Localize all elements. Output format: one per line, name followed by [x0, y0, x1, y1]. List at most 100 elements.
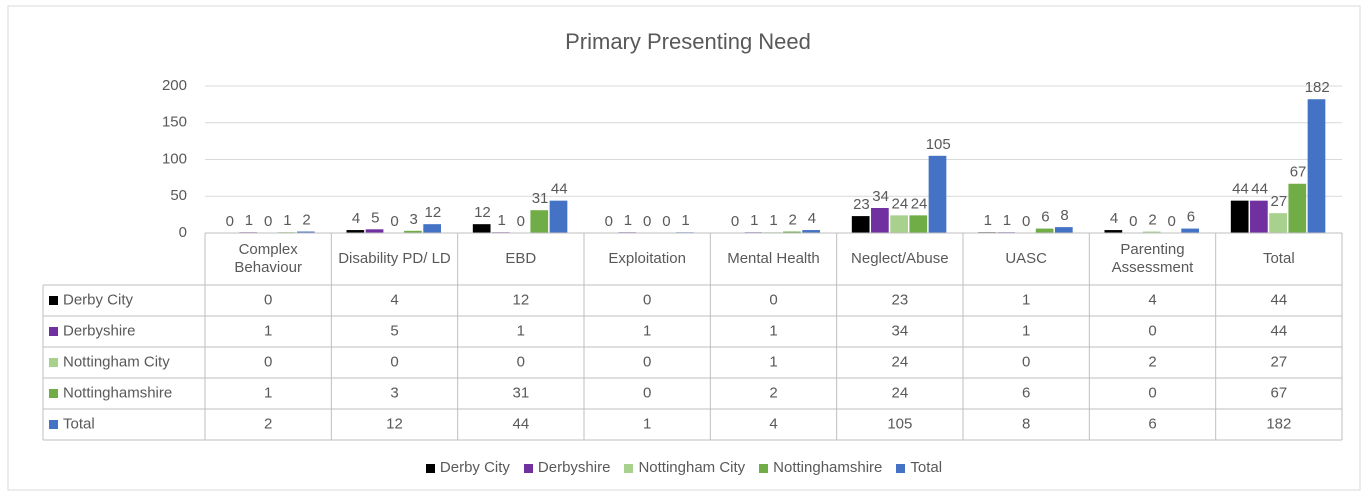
category-label: Exploitation — [608, 250, 686, 267]
legend-label: Derby City — [439, 459, 510, 476]
table-cell: 1 — [264, 384, 272, 401]
data-label: 0 — [731, 213, 739, 230]
data-label: 0 — [1129, 213, 1137, 230]
table-cell: 0 — [264, 353, 272, 370]
bar — [1250, 200, 1268, 233]
data-label: 0 — [643, 213, 651, 230]
table-cell: 27 — [1270, 353, 1287, 370]
table-cell: 12 — [386, 415, 403, 432]
data-label: 27 — [1270, 193, 1287, 210]
table-cell: 105 — [887, 415, 912, 432]
row-label: Nottingham City — [63, 353, 170, 370]
bar — [871, 208, 889, 233]
legend-label: Nottingham City — [638, 459, 746, 476]
bar — [472, 224, 491, 233]
table-cell: 6 — [1148, 415, 1156, 432]
table-cell: 182 — [1266, 415, 1291, 432]
table-cell: 34 — [891, 322, 908, 339]
table-cell: 2 — [264, 415, 272, 432]
bar — [890, 215, 908, 233]
legend-swatch — [425, 463, 435, 473]
table-cell: 0 — [390, 353, 398, 370]
data-label: 44 — [1251, 181, 1268, 198]
table-cell: 1 — [643, 322, 651, 339]
y-tick-label: 150 — [162, 114, 187, 131]
table-cell: 44 — [512, 415, 529, 432]
data-label: 12 — [474, 204, 491, 221]
bar — [1054, 227, 1073, 233]
data-label: 1 — [750, 212, 758, 229]
data-label: 6 — [1187, 209, 1195, 226]
bar — [1104, 230, 1123, 233]
table-cell: 1 — [643, 415, 651, 432]
data-label: 0 — [517, 213, 525, 230]
legend-item: Nottingham City — [624, 459, 745, 476]
data-label: 12 — [425, 204, 442, 221]
y-tick-label: 200 — [162, 77, 187, 94]
category-label: Neglect/Abuse — [851, 250, 949, 267]
category-label: Mental Health — [727, 250, 820, 267]
header-cell: UASC — [1005, 250, 1047, 267]
table-cell: 0 — [264, 291, 272, 308]
legend-label: Total — [910, 459, 943, 476]
data-label: 0 — [390, 213, 398, 230]
row-label: Total — [63, 415, 95, 432]
header-cell: EBD — [505, 250, 537, 267]
row-label: Nottinghamshire — [63, 384, 172, 401]
table-cell: 6 — [1022, 384, 1030, 401]
bar — [851, 216, 870, 233]
row-label: Derbyshire — [63, 322, 136, 339]
data-label: 34 — [872, 188, 889, 205]
table-cell: 4 — [1148, 291, 1156, 308]
category-label: Parenting Assessment — [1111, 241, 1194, 276]
y-tick-label: 0 — [179, 224, 187, 241]
category-label: UASC — [1005, 250, 1047, 267]
table-cell: 1 — [769, 353, 777, 370]
y-tick-label: 100 — [162, 150, 187, 167]
data-label: 5 — [371, 209, 379, 226]
table-cell: 1 — [1022, 322, 1030, 339]
row-key — [49, 358, 58, 367]
y-tick-label: 50 — [170, 187, 187, 204]
table-cell: 67 — [1270, 384, 1287, 401]
table-cell: 4 — [769, 415, 777, 432]
table-cell: 2 — [1148, 353, 1156, 370]
bar — [1307, 99, 1326, 233]
table-cell: 1 — [517, 322, 525, 339]
data-label: 182 — [1305, 79, 1330, 96]
data-label: 6 — [1041, 209, 1049, 226]
bar — [404, 230, 422, 233]
table-cell: 12 — [512, 291, 529, 308]
row-label: Derby City — [63, 291, 134, 308]
data-label: 23 — [853, 196, 870, 213]
row-key — [49, 296, 58, 305]
legend-swatch — [896, 463, 906, 473]
bar — [1035, 228, 1054, 233]
bar — [783, 231, 801, 233]
legend-item: Total — [896, 459, 942, 476]
bar — [1269, 213, 1287, 233]
data-label: 8 — [1060, 207, 1068, 224]
category-label: EBD — [505, 250, 537, 267]
data-label: 0 — [605, 213, 613, 230]
legend-label: Derbyshire — [537, 459, 611, 476]
bar — [549, 200, 568, 233]
category-label: Disability PD/ LD — [338, 250, 451, 267]
header-cell: Total — [1263, 250, 1295, 267]
row-key — [49, 389, 58, 398]
data-label: 1 — [624, 212, 632, 229]
data-label: 0 — [1022, 213, 1030, 230]
data-label: 0 — [1168, 213, 1176, 230]
bar — [928, 155, 947, 233]
bar — [1288, 183, 1307, 233]
data-label: 0 — [662, 213, 670, 230]
legend-item: Nottinghamshire — [759, 459, 882, 476]
bar — [346, 230, 365, 233]
bar — [1230, 200, 1249, 233]
table-cell: 24 — [891, 353, 908, 370]
category-label: Complex Behaviour — [234, 241, 302, 276]
data-label: 2 — [1148, 211, 1156, 228]
data-label: 1 — [1003, 212, 1011, 229]
data-label: 67 — [1290, 164, 1307, 181]
